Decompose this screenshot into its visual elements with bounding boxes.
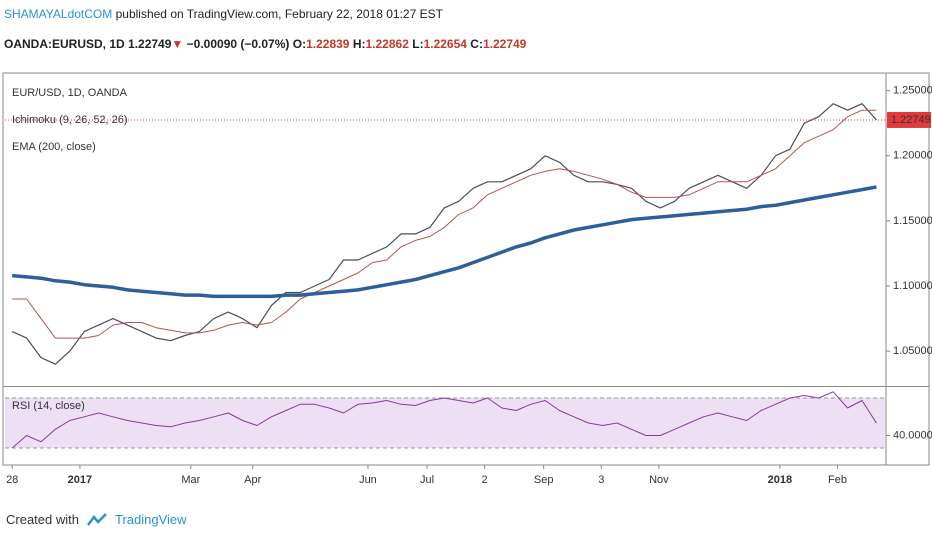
series-line <box>11 103 877 365</box>
x-tick-label: Mar <box>181 474 200 486</box>
brand[interactable]: TradingView <box>114 512 187 527</box>
x-tick-label: Feb <box>828 474 847 486</box>
y-tick-label: 1.15000 <box>893 215 932 227</box>
y-tick-label: 1.20000 <box>893 150 932 162</box>
published: published on TradingView.com, February 2… <box>115 7 443 21</box>
x-tick-label: 2017 <box>68 474 92 486</box>
series-line <box>12 185 877 299</box>
x-tick-label: 2 <box>482 474 488 486</box>
price: 1.22749 <box>128 37 172 51</box>
high: 1.22862 <box>365 37 409 51</box>
x-tick-label: Apr <box>244 474 261 486</box>
open: 1.22839 <box>306 37 350 51</box>
x-tick-label: Jun <box>359 474 377 486</box>
c-label: C: <box>470 37 483 51</box>
x-tick-label: 28 <box>6 474 18 486</box>
footer: Created with TradingView <box>6 512 187 527</box>
x-tick-label: 3 <box>598 474 604 486</box>
legend-entry: RSI (14, close) <box>12 400 85 412</box>
y-tick-label: 1.25000 <box>893 85 932 97</box>
legend-entry: EUR/USD, 1D, OANDA <box>12 87 128 99</box>
close: 1.22749 <box>482 37 527 51</box>
created: Created with <box>6 512 79 527</box>
y-tick-label: 40.0000 <box>893 429 932 441</box>
low: 1.22654 <box>423 37 467 51</box>
arrow: ▼ <box>171 37 184 51</box>
frame <box>2 72 930 466</box>
change: −0.00090 (−0.07%) <box>186 37 290 51</box>
logo <box>86 512 107 526</box>
x-tick-label: Jul <box>420 474 434 486</box>
author[interactable]: SHAMAYALdotCOM <box>4 7 113 21</box>
legend-entry: Ichimoku (9, 26, 52, 26) <box>12 114 128 126</box>
legend-entry: EMA (200, close) <box>12 141 96 153</box>
last-price-label: 1.22749 <box>891 114 931 126</box>
last-price-box <box>887 111 931 128</box>
ticker-line: OANDA:EURUSD, 1D 1.22749▼ −0.00090 (−0.0… <box>4 37 526 51</box>
series-line <box>12 109 877 339</box>
series-line <box>11 391 877 449</box>
rsi-band <box>5 398 885 448</box>
x-tick-label: Nov <box>649 474 669 486</box>
y-tick-label: 1.05000 <box>893 345 932 357</box>
l-label: L: <box>412 37 424 51</box>
symbol: OANDA:EURUSD, 1D <box>4 37 125 51</box>
x-tick-label: Sep <box>534 474 554 486</box>
y-tick-label: 1.10000 <box>893 280 932 292</box>
h-label: H: <box>352 37 366 51</box>
chart: 1.05000 1.10000 1.15000 1.20000 1.25000 28 201… <box>2 72 932 486</box>
x-tick-label: 2018 <box>768 474 792 486</box>
o-label: O: <box>292 37 307 51</box>
publish-line: SHAMAYALdotCOM published on TradingView.… <box>4 7 443 21</box>
